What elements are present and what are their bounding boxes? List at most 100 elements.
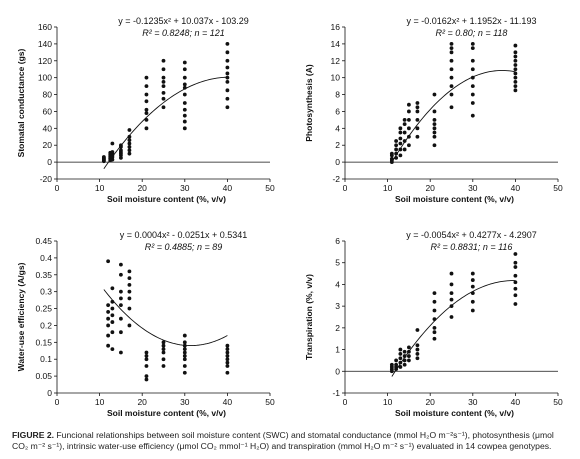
- data-point: [470, 84, 475, 89]
- regression-equation: y = -0.0162x² + 1.1952x - 11.193: [407, 16, 537, 26]
- y-tick-label: 6: [335, 106, 340, 116]
- data-point: [449, 75, 454, 80]
- data-point: [470, 278, 475, 282]
- data-point: [432, 126, 437, 131]
- y-tick-label: 0.2: [40, 320, 52, 330]
- data-point: [106, 310, 111, 314]
- data-point: [415, 347, 420, 352]
- data-point: [398, 130, 403, 135]
- data-point: [402, 122, 407, 127]
- data-point: [470, 299, 475, 304]
- y-axis-title: Transpiration (%, v/v): [304, 274, 314, 360]
- data-point: [394, 155, 399, 160]
- data-point: [182, 85, 187, 90]
- data-point: [182, 350, 187, 355]
- y-tick-label: 20: [43, 140, 53, 150]
- y-tick-label: 10: [331, 73, 341, 83]
- data-point: [127, 323, 132, 328]
- data-point: [513, 265, 518, 269]
- data-point: [225, 347, 230, 351]
- y-tick-label: 0.25: [35, 304, 52, 314]
- data-point: [225, 105, 230, 110]
- data-point: [225, 343, 230, 348]
- data-point: [144, 92, 149, 97]
- data-point: [402, 354, 407, 358]
- data-point: [513, 50, 518, 55]
- data-point: [432, 134, 437, 139]
- x-tick-label: 40: [511, 183, 521, 193]
- data-point: [110, 320, 115, 324]
- data-point: [470, 75, 475, 80]
- data-point: [182, 126, 187, 131]
- data-point: [513, 84, 518, 89]
- data-point: [119, 296, 123, 301]
- data-point: [182, 67, 187, 72]
- regression-stats: R² = 0.8831; n = 116: [431, 242, 513, 252]
- data-point: [394, 362, 399, 367]
- data-point: [101, 155, 106, 159]
- data-point: [119, 330, 123, 335]
- y-tick-label: 16: [331, 22, 341, 32]
- data-point: [407, 102, 411, 107]
- data-point: [161, 90, 166, 95]
- data-point: [225, 65, 230, 70]
- x-tick-label: 20: [137, 397, 147, 407]
- data-point: [127, 283, 132, 287]
- data-point: [470, 308, 475, 313]
- data-point: [119, 289, 123, 294]
- y-tick-label: 0: [335, 157, 340, 167]
- data-point: [415, 356, 420, 361]
- data-point: [398, 365, 403, 369]
- y-tick-label: 4: [335, 123, 340, 133]
- data-point: [449, 315, 454, 319]
- data-point: [394, 358, 399, 363]
- y-tick-label: 4: [335, 279, 340, 289]
- data-point: [144, 374, 149, 379]
- data-point: [127, 296, 132, 301]
- data-point: [389, 156, 394, 161]
- data-point: [402, 130, 407, 135]
- data-point: [513, 71, 518, 76]
- data-point: [470, 58, 475, 63]
- data-point: [449, 67, 454, 72]
- x-axis-title: Soil moisture content (%, v/v): [107, 408, 226, 418]
- y-tick-label: 12: [331, 56, 341, 66]
- data-point: [470, 46, 475, 51]
- data-point: [513, 260, 518, 265]
- data-point: [182, 343, 187, 348]
- data-point: [470, 271, 475, 276]
- x-tick-label: 30: [468, 183, 478, 193]
- x-axis-title: Soil moisture content (%, v/v): [395, 194, 514, 204]
- data-point: [432, 117, 437, 122]
- data-point: [225, 50, 230, 55]
- data-point: [225, 79, 230, 84]
- data-point: [110, 330, 115, 335]
- data-point: [110, 299, 115, 304]
- data-point: [110, 286, 115, 291]
- data-point: [119, 148, 123, 153]
- y-tick-label: 0.4: [40, 253, 52, 263]
- data-point: [394, 139, 399, 143]
- data-point: [144, 357, 149, 362]
- x-tick-label: 10: [383, 183, 393, 193]
- data-point: [182, 60, 187, 65]
- data-point: [470, 291, 475, 296]
- data-point: [161, 67, 166, 72]
- data-point: [106, 333, 111, 338]
- data-point: [182, 113, 187, 118]
- data-point: [449, 92, 454, 97]
- y-tick-label: 120: [38, 56, 52, 66]
- data-point: [415, 343, 420, 348]
- data-point: [432, 122, 437, 127]
- x-tick-label: 40: [223, 397, 233, 407]
- data-point: [513, 79, 518, 84]
- data-point: [415, 352, 420, 356]
- y-tick-label: 100: [38, 73, 52, 83]
- caption-lead: FIGURE 2.: [12, 430, 55, 440]
- data-point: [182, 82, 187, 87]
- data-point: [398, 141, 403, 146]
- data-point: [513, 63, 518, 67]
- data-point: [161, 96, 166, 101]
- data-point: [119, 350, 123, 355]
- data-point: [182, 370, 187, 375]
